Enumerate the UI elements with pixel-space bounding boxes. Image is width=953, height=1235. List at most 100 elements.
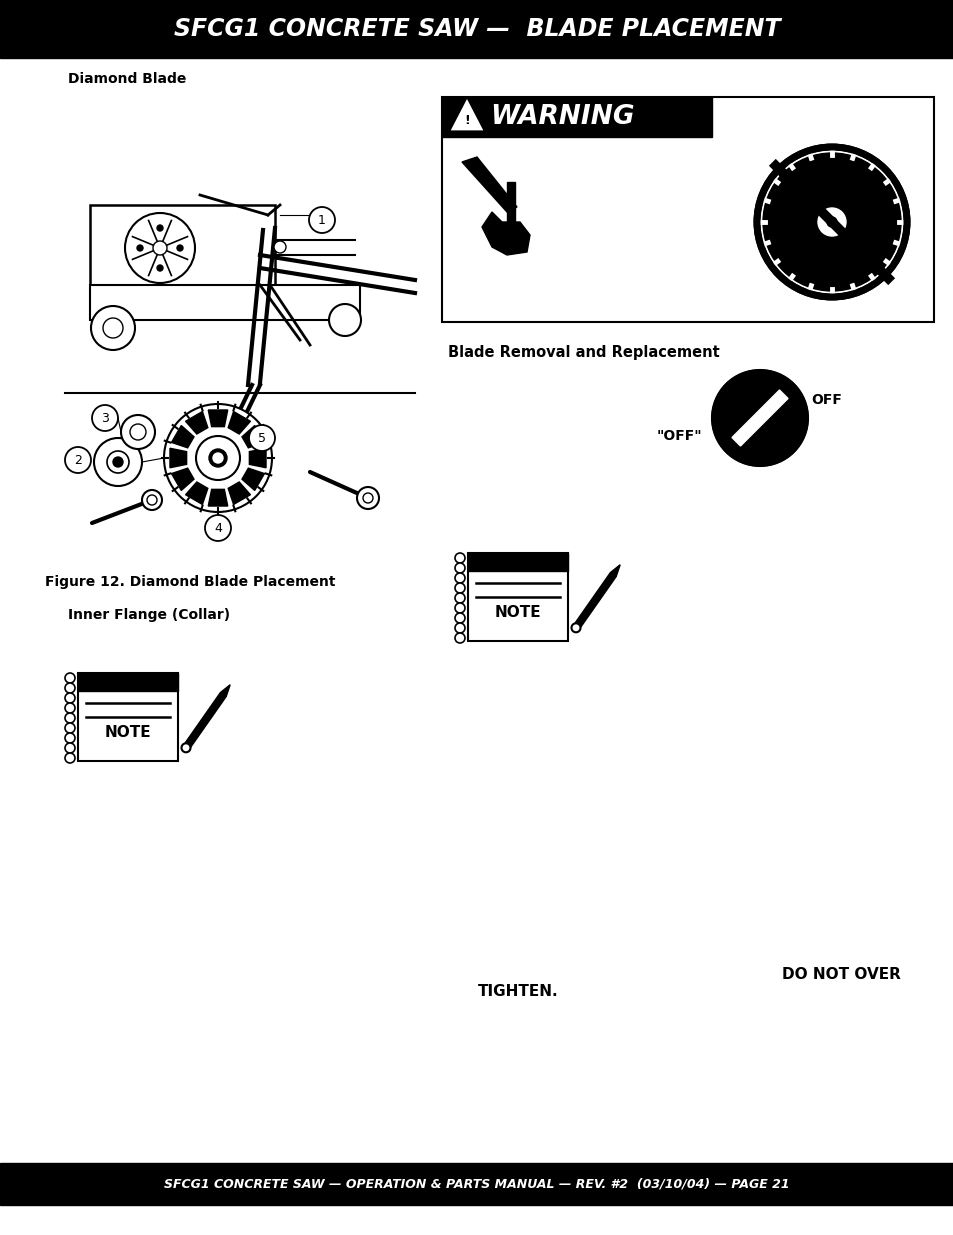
Circle shape — [455, 583, 464, 593]
Circle shape — [455, 573, 464, 583]
Bar — [78, 673, 178, 692]
Text: 2: 2 — [74, 453, 82, 467]
Circle shape — [195, 436, 240, 480]
Bar — [0, 1163, 953, 1205]
Circle shape — [164, 404, 272, 513]
Circle shape — [571, 624, 579, 632]
Circle shape — [760, 408, 769, 417]
Circle shape — [205, 515, 231, 541]
Circle shape — [329, 304, 360, 336]
Circle shape — [94, 438, 142, 487]
Circle shape — [65, 753, 75, 763]
Circle shape — [65, 722, 75, 734]
Circle shape — [363, 493, 373, 503]
Text: !: ! — [464, 114, 470, 126]
Circle shape — [125, 212, 194, 283]
Circle shape — [147, 495, 157, 505]
Circle shape — [152, 241, 167, 254]
Text: DO NOT OVER: DO NOT OVER — [781, 967, 900, 982]
Polygon shape — [170, 448, 187, 468]
Text: SFCG1 CONCRETE SAW —  BLADE PLACEMENT: SFCG1 CONCRETE SAW — BLADE PLACEMENT — [173, 17, 780, 41]
Circle shape — [130, 424, 146, 440]
Circle shape — [274, 241, 286, 253]
Circle shape — [137, 245, 143, 251]
Bar — [448, 553, 593, 651]
Polygon shape — [186, 482, 208, 504]
Circle shape — [455, 603, 464, 613]
Circle shape — [65, 683, 75, 693]
Circle shape — [757, 147, 906, 296]
Circle shape — [65, 673, 75, 683]
Polygon shape — [249, 448, 266, 468]
Circle shape — [249, 425, 274, 451]
Circle shape — [209, 450, 227, 467]
Text: "OFF": "OFF" — [657, 429, 702, 443]
Circle shape — [121, 415, 154, 450]
Bar — [441, 98, 711, 137]
Polygon shape — [481, 212, 530, 254]
Circle shape — [213, 453, 223, 463]
Polygon shape — [573, 573, 616, 630]
Circle shape — [112, 457, 123, 467]
Circle shape — [455, 553, 464, 563]
Polygon shape — [242, 426, 264, 448]
Circle shape — [455, 634, 464, 643]
Circle shape — [177, 245, 183, 251]
Circle shape — [181, 743, 191, 752]
Polygon shape — [220, 684, 230, 697]
Circle shape — [455, 563, 464, 573]
Circle shape — [65, 693, 75, 703]
Polygon shape — [610, 564, 619, 577]
Circle shape — [157, 266, 163, 270]
Bar — [90, 205, 274, 285]
Circle shape — [309, 207, 335, 233]
Circle shape — [455, 613, 464, 622]
Text: 1: 1 — [317, 214, 326, 226]
Circle shape — [817, 207, 845, 236]
Circle shape — [356, 487, 378, 509]
Bar — [0, 0, 953, 58]
Circle shape — [711, 370, 807, 466]
Circle shape — [65, 734, 75, 743]
Circle shape — [762, 153, 900, 291]
Text: Figure 12. Diamond Blade Placement: Figure 12. Diamond Blade Placement — [45, 576, 335, 589]
Bar — [468, 553, 567, 571]
Polygon shape — [453, 103, 480, 128]
Text: 4: 4 — [213, 521, 222, 535]
Circle shape — [65, 713, 75, 722]
Text: Diamond Blade: Diamond Blade — [68, 72, 186, 86]
Text: WARNING: WARNING — [490, 104, 634, 130]
Polygon shape — [731, 390, 787, 446]
Polygon shape — [172, 426, 193, 448]
Polygon shape — [208, 489, 228, 506]
Text: OFF: OFF — [810, 393, 841, 408]
Text: SFCG1 CONCRETE SAW — OPERATION & PARTS MANUAL — REV. #2  (03/10/04) — PAGE 21: SFCG1 CONCRETE SAW — OPERATION & PARTS M… — [164, 1177, 789, 1191]
Circle shape — [826, 217, 836, 227]
Circle shape — [65, 703, 75, 713]
Polygon shape — [183, 693, 226, 750]
Circle shape — [455, 622, 464, 634]
Text: 5: 5 — [257, 431, 266, 445]
Polygon shape — [186, 411, 208, 433]
Circle shape — [91, 306, 135, 350]
Bar — [58, 673, 203, 771]
Circle shape — [103, 317, 123, 338]
Text: Inner Flange (Collar): Inner Flange (Collar) — [68, 608, 230, 622]
Bar — [441, 98, 933, 322]
Text: Blade Removal and Replacement: Blade Removal and Replacement — [448, 345, 719, 359]
Polygon shape — [461, 157, 517, 212]
Bar — [78, 673, 178, 761]
Text: 3: 3 — [101, 411, 109, 425]
Polygon shape — [172, 468, 193, 490]
Circle shape — [142, 490, 162, 510]
Polygon shape — [242, 468, 264, 490]
Polygon shape — [228, 482, 251, 504]
Polygon shape — [208, 410, 228, 426]
Polygon shape — [506, 182, 515, 232]
Circle shape — [91, 405, 118, 431]
Circle shape — [157, 225, 163, 231]
Circle shape — [65, 743, 75, 753]
Circle shape — [107, 451, 129, 473]
Text: TIGHTEN.: TIGHTEN. — [477, 984, 558, 999]
Bar — [468, 553, 567, 641]
